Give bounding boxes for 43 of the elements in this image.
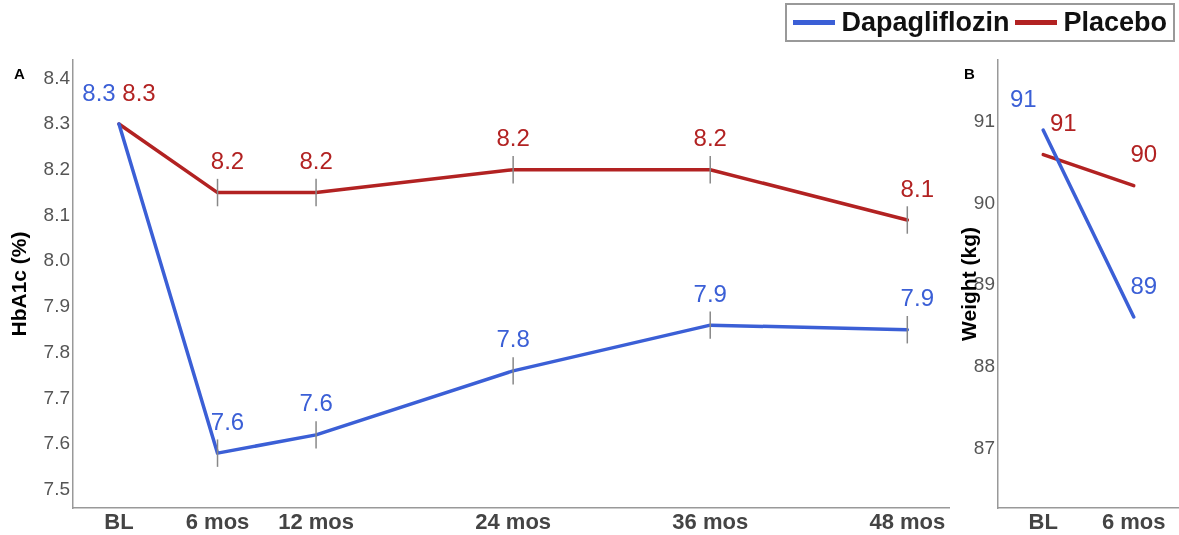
y-axis-title: HbA1c (%) [6, 231, 30, 337]
y-tick-label: 90 [973, 191, 995, 213]
y-tick-label: 8.4 [43, 66, 71, 88]
data-label: 7.9 [900, 284, 934, 312]
x-tick-label: BL [1028, 509, 1058, 535]
y-tick-label: 8.3 [43, 112, 70, 134]
y-tick-label: 7.5 [43, 477, 70, 499]
y-tick-label: 91 [973, 110, 995, 132]
y-tick-label: 87 [973, 436, 995, 458]
data-label: 8.2 [496, 124, 530, 152]
x-tick-label: 6 mos [185, 509, 250, 535]
y-tick-label: 7.8 [43, 340, 70, 362]
y-tick-label: 8.2 [43, 157, 70, 179]
legend-label: Placebo [1063, 7, 1167, 38]
data-label: 89 [1130, 271, 1158, 299]
data-label: 8.2 [210, 147, 245, 175]
y-tick-label: 7.7 [43, 386, 70, 408]
text: A [14, 65, 25, 83]
y-tick-label: 88 [973, 355, 995, 377]
data-label: 7.6 [299, 389, 333, 417]
text: B [964, 65, 975, 83]
data-label: 8.3 [82, 78, 116, 106]
data-label: 91 [1049, 109, 1077, 137]
data-label: 7.9 [693, 279, 727, 307]
x-tick-label: 36 mos [672, 509, 749, 535]
data-label: 90 [1130, 140, 1158, 168]
y-tick-label: 7.6 [43, 432, 70, 454]
data-label: 8.1 [900, 174, 934, 202]
x-tick-label: 6 mos [1101, 509, 1166, 535]
data-label: 7.6 [210, 407, 245, 435]
legend-label: Dapagliflozin [841, 7, 1010, 38]
x-tick-label: 12 mos [278, 509, 354, 535]
data-label: 8.3 [122, 78, 156, 106]
data-label: 91 [1009, 84, 1037, 112]
y-tick-label: 8.1 [43, 203, 70, 225]
y-tick-label: 8.0 [43, 249, 70, 271]
data-label: 8.2 [299, 147, 333, 175]
data-label: 7.8 [496, 325, 530, 353]
data-label: 8.2 [693, 124, 727, 152]
y-tick-label: 7.9 [43, 295, 70, 317]
x-tick-label: 48 mos [869, 509, 946, 535]
x-tick-label: BL [104, 509, 134, 535]
x-tick-label: 24 mos [475, 509, 552, 535]
